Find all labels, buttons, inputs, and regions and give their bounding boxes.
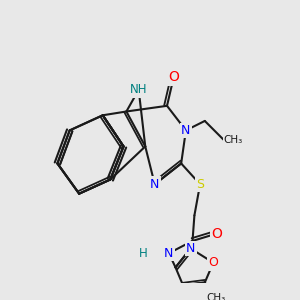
Text: NH: NH xyxy=(130,83,147,96)
Text: N: N xyxy=(186,242,195,255)
Text: O: O xyxy=(168,70,179,85)
Text: H: H xyxy=(140,247,148,260)
Text: S: S xyxy=(196,178,204,191)
Text: CH₃: CH₃ xyxy=(206,292,226,300)
Text: N: N xyxy=(164,247,174,260)
Text: CH₃: CH₃ xyxy=(224,135,243,145)
Text: N: N xyxy=(150,178,159,191)
Text: N: N xyxy=(181,124,190,137)
Text: O: O xyxy=(208,256,218,269)
Text: O: O xyxy=(212,227,223,241)
